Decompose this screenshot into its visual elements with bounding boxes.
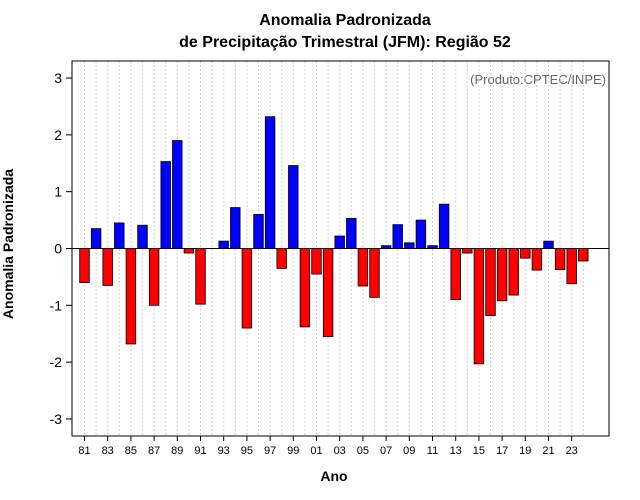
bar-2000 (299, 248, 311, 328)
x-tick-label: 93 (218, 445, 230, 457)
bar-2012 (438, 203, 450, 249)
bar-1995 (241, 248, 253, 329)
bar-2009 (404, 242, 415, 249)
x-tick-label: 85 (125, 445, 137, 457)
y-tick-label: 0 (54, 241, 62, 257)
bar-2021 (543, 240, 554, 249)
credit-label: (Produto:CPTEC/INPE) (470, 72, 606, 87)
bar-2017 (496, 248, 508, 302)
bar-1990 (183, 248, 195, 254)
bar-2008 (392, 224, 403, 249)
y-tick-label: 2 (54, 127, 62, 143)
bar-2022 (554, 248, 566, 270)
bar-1988 (160, 161, 171, 249)
x-tick-label: 05 (357, 445, 369, 457)
x-tick-label: 09 (403, 445, 415, 457)
bar-1982 (90, 228, 102, 249)
y-tick-label: 1 (54, 184, 62, 200)
bar-2018 (508, 248, 519, 296)
bar-1996 (253, 214, 264, 249)
y-tick-label: 3 (54, 70, 62, 86)
bar-1984 (114, 222, 125, 249)
bar-1991 (195, 248, 206, 305)
x-tick-label: 07 (380, 445, 392, 457)
bar-2010 (415, 219, 427, 249)
x-tick-label: 11 (427, 445, 438, 457)
x-tick-label: 91 (194, 445, 206, 457)
bar-1997 (264, 116, 276, 249)
bar-2024 (578, 248, 589, 262)
x-tick-label: 95 (241, 445, 253, 457)
x-tick-label: 15 (473, 445, 485, 457)
bar-1985 (125, 248, 137, 345)
bar-2003 (334, 235, 345, 249)
bar-2020 (531, 248, 543, 271)
x-tick-label: 03 (334, 445, 346, 457)
x-tick-label: 97 (264, 445, 276, 457)
chart-title-line2: de Precipitação Trimestral (JFM): Região… (179, 34, 511, 51)
x-tick-label: 89 (171, 445, 183, 457)
bar-2002 (322, 248, 334, 337)
bar-2013 (450, 248, 461, 301)
x-tick-label: 19 (519, 445, 531, 457)
bars (79, 116, 589, 365)
bar-2016 (485, 248, 496, 316)
x-tick-label: 17 (496, 445, 508, 457)
bar-1989 (172, 140, 183, 249)
x-tick-label: 21 (542, 445, 554, 457)
y-axis-title: Anomalia Padronizada (0, 169, 16, 319)
bar-1998 (276, 248, 287, 269)
bar-1981 (79, 248, 90, 283)
y-tick-label: -2 (50, 354, 63, 370)
bar-1994 (230, 207, 241, 249)
bar-2006 (369, 248, 380, 298)
bar-2023 (566, 248, 577, 285)
x-tick-label: 13 (450, 445, 462, 457)
y-tick-label: -3 (50, 411, 63, 427)
bar-1983 (102, 248, 113, 286)
y-tick-label: -1 (50, 297, 63, 313)
x-tick-label: 01 (310, 445, 322, 457)
bar-1986 (137, 224, 148, 249)
bar-2019 (520, 248, 531, 259)
x-tick-label: 81 (78, 445, 90, 457)
x-axis-title: Ano (320, 468, 347, 484)
bar-2014 (462, 248, 473, 254)
grid (84, 61, 584, 436)
chart-title-line1: Anomalia Padronizada (259, 12, 431, 29)
x-tick-label: 23 (566, 445, 578, 457)
bar-1999 (288, 165, 299, 249)
bar-2001 (311, 248, 322, 275)
bar-2005 (357, 248, 369, 287)
x-tick-label: 83 (102, 445, 114, 457)
bar-1993 (218, 240, 229, 249)
x-tick-label: 99 (287, 445, 299, 457)
bar-2004 (346, 217, 357, 249)
bar-2015 (473, 248, 485, 365)
x-tick-label: 87 (148, 445, 160, 457)
bar-1987 (148, 248, 160, 306)
